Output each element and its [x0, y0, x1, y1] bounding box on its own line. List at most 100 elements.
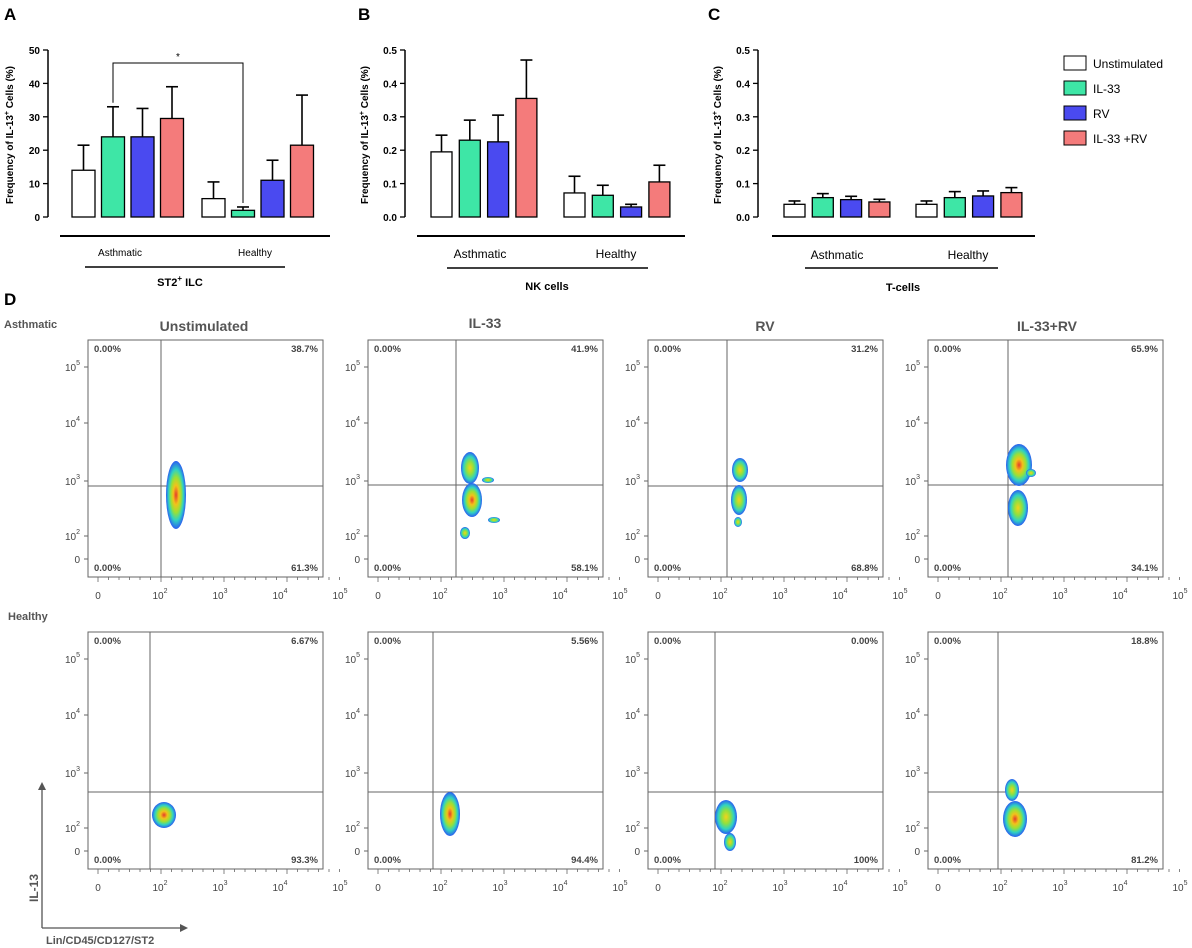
- panel-a: A Frequency of IL-13+ Cells (%) 0 10 20 30 4…: [4, 5, 330, 289]
- y-axis-tick-label: 104: [625, 708, 640, 722]
- quadrant-ll-percent: 0.00%: [374, 563, 401, 574]
- tick-exponent: 2: [916, 529, 920, 536]
- cell-population-blob: [724, 833, 736, 851]
- quadrant-lr-percent: 100%: [854, 855, 879, 866]
- x-axis-tick-label: 105: [332, 880, 347, 894]
- plot-frame: [87, 339, 324, 578]
- tick-exponent: 3: [1064, 880, 1068, 887]
- flow-plot-healthy-il-33: 0.00% 5.56% 0.00% 94.4% 105 104 103 102 0 0 102 103…: [345, 631, 628, 894]
- x-axis-tick-label: 0: [95, 591, 101, 602]
- tick-exponent: 5: [356, 360, 360, 367]
- y-tick-label: 0.4: [383, 79, 397, 90]
- x-axis-tick-label: 103: [1052, 880, 1067, 894]
- x-axis-tick-label: 104: [272, 880, 287, 894]
- x-axis-tick-label: 102: [152, 588, 167, 602]
- quadrant-ll-percent: 0.00%: [654, 855, 681, 866]
- x-axis-tick-label: 102: [712, 880, 727, 894]
- quadrant-lr-percent: 61.3%: [291, 563, 318, 574]
- plot-frame: [647, 339, 884, 578]
- y-tick-label: 20: [29, 146, 41, 157]
- x-axis-tick-label: 104: [1112, 880, 1127, 894]
- tick-exponent: 4: [356, 416, 360, 423]
- y-tick-label: 0.5: [383, 46, 397, 57]
- y-axis-tick-label: 0: [354, 847, 360, 858]
- y-axis-tick-label: 104: [65, 416, 80, 430]
- cell-population-blob: [715, 800, 737, 834]
- x-axis-tick-label: 103: [492, 880, 507, 894]
- y-axis-tick-label: 0: [354, 555, 360, 566]
- y-axis-tick-label: 0: [74, 847, 80, 858]
- significance-star: *: [176, 52, 180, 63]
- y-axis-tick-label: 104: [905, 416, 920, 430]
- tick-exponent: 4: [564, 588, 568, 595]
- x-axis-tick-label: 102: [992, 588, 1007, 602]
- quadrant-ul-percent: 0.00%: [934, 636, 961, 647]
- flow-y-axis-label: IL-13: [27, 874, 41, 902]
- tick-exponent: 4: [636, 708, 640, 715]
- bar-unstimulated-healthy: [201, 197, 226, 218]
- x-axis-tick-label: 102: [992, 880, 1007, 894]
- x-axis-tick-label: 105: [612, 880, 627, 894]
- bar-il-33-rv-healthy: [289, 144, 315, 218]
- y-tick-label: 0.4: [736, 79, 750, 90]
- x-axis-tick-label: 102: [712, 588, 727, 602]
- tick-exponent: 5: [356, 652, 360, 659]
- quadrant-ur-percent: 6.67%: [291, 636, 318, 647]
- x-axis-tick-label: 102: [152, 880, 167, 894]
- cell-population-blob: [1003, 801, 1027, 837]
- column-title-il33: IL-33: [469, 315, 502, 331]
- tick-exponent: 3: [916, 474, 920, 481]
- quadrant-ur-percent: 38.7%: [291, 344, 318, 355]
- quadrant-ul-percent: 0.00%: [374, 344, 401, 355]
- flow-plot-asthmatic-il-33-rv: 0.00% 65.9% 0.00% 34.1% 105 104 103 102 0 0 102 103…: [905, 339, 1188, 602]
- cell-population-blob: [1026, 469, 1036, 477]
- y-axis-tick-label: 104: [65, 708, 80, 722]
- tick-exponent: 4: [356, 708, 360, 715]
- column-title-rv: RV: [755, 318, 775, 334]
- cell-population-blob: [731, 485, 747, 515]
- quadrant-lr-percent: 68.8%: [851, 563, 878, 574]
- bar-il-33-rv-healthy: [648, 181, 671, 218]
- quadrant-lr-percent: 81.2%: [1131, 855, 1158, 866]
- bar-rv-healthy: [971, 195, 995, 218]
- tick-exponent: 2: [1004, 588, 1008, 595]
- tick-exponent: 5: [904, 588, 908, 595]
- cell-population-blob: [488, 517, 500, 523]
- x-axis-tick-label: 102: [432, 880, 447, 894]
- quadrant-ul-percent: 0.00%: [654, 344, 681, 355]
- y-axis-tick-label: 102: [345, 529, 360, 543]
- bar-il-33-asthmatic: [458, 139, 481, 218]
- tick-exponent: 4: [76, 708, 80, 715]
- tick-exponent: 3: [224, 588, 228, 595]
- quadrant-ll-percent: 0.00%: [934, 855, 961, 866]
- tick-exponent: 5: [636, 360, 640, 367]
- x-axis-tick-label: 105: [892, 588, 907, 602]
- x-axis-tick-label: 104: [272, 588, 287, 602]
- panel-b-population-label: NK cells: [525, 281, 568, 293]
- y-axis-tick-label: 103: [905, 766, 920, 780]
- panel-c-group-healthy: Healthy: [948, 248, 989, 262]
- tick-exponent: 3: [916, 766, 920, 773]
- plot-frame: [647, 631, 884, 870]
- tick-exponent: 5: [344, 880, 348, 887]
- quadrant-lr-percent: 34.1%: [1131, 563, 1158, 574]
- panel-a-letter: A: [4, 5, 16, 24]
- bar-il-33-healthy: [591, 194, 614, 218]
- legend-label-il33-rv: IL-33 +RV: [1093, 132, 1147, 146]
- tick-exponent: 4: [844, 880, 848, 887]
- x-axis-tick-label: 104: [552, 880, 567, 894]
- legend-swatch-il33-rv: [1063, 130, 1087, 146]
- bar-unstimulated-healthy: [563, 192, 586, 218]
- tick-exponent: 5: [1184, 588, 1188, 595]
- cell-population-blob: [732, 458, 748, 482]
- tick-exponent: 4: [76, 416, 80, 423]
- x-axis-tick-label: 104: [1112, 588, 1127, 602]
- bar-rv-healthy: [260, 179, 285, 218]
- y-axis-tick-label: 103: [625, 474, 640, 488]
- x-axis-tick-label: 104: [552, 588, 567, 602]
- y-axis-tick-label: 102: [65, 821, 80, 835]
- y-axis-tick-label: 0: [634, 847, 640, 858]
- y-axis-tick-label: 0: [914, 555, 920, 566]
- y-axis-tick-label: 0: [74, 555, 80, 566]
- y-tick-label: 50: [29, 46, 41, 57]
